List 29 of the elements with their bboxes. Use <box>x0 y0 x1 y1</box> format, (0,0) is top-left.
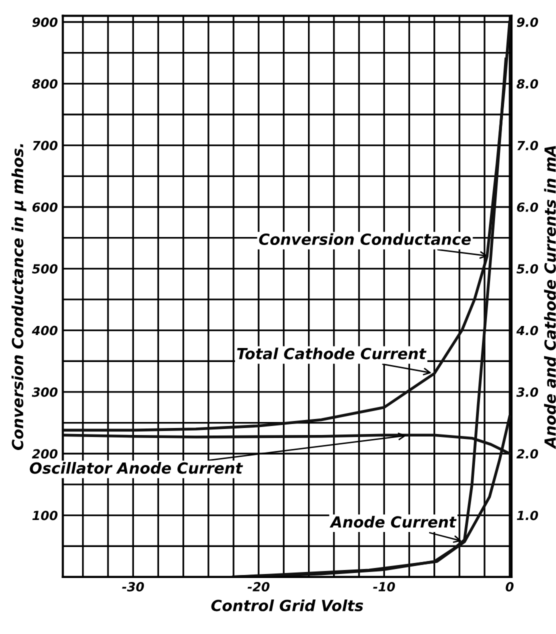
y-axis-title: Conversion Conductance in μ mhos. <box>12 144 26 450</box>
x-axis-title: Control Grid Volts <box>211 599 364 612</box>
y-tick-label: 200 <box>32 449 58 459</box>
y2-axis-title: Anode and Cathode Currents in mA <box>544 146 556 450</box>
x-tick-label: 0 <box>506 582 514 592</box>
x-tick-label: -10 <box>373 582 395 592</box>
y-tick-label: 300 <box>32 387 58 397</box>
series-label: Anode Current <box>330 516 457 528</box>
y-tick-label: 900 <box>32 17 58 27</box>
y2-tick-label: 2.0 <box>516 449 538 459</box>
y-tick-label: 400 <box>32 326 58 336</box>
x-tick-label: -30 <box>122 582 144 592</box>
y2-tick-label: 5.0 <box>516 264 538 274</box>
y2-tick-label: 9.0 <box>516 17 538 27</box>
y2-tick-label: 8.0 <box>516 79 538 89</box>
y2-tick-label: 7.0 <box>517 140 538 150</box>
series-label: Conversion Conductance <box>259 233 471 246</box>
y2-tick-label: 6.0 <box>517 202 538 212</box>
series-label: Oscillator Anode Current <box>30 462 244 474</box>
y-tick-label: 500 <box>32 264 58 274</box>
y2-tick-label: 3.0 <box>516 387 538 397</box>
y2-tick-label: 1.0 <box>516 510 538 520</box>
series-label: Total Cathode Current <box>237 348 426 360</box>
x-tick-label: -20 <box>248 582 270 592</box>
y2-tick-label: 4.0 <box>516 326 538 336</box>
y-tick-label: 800 <box>32 79 58 89</box>
y-tick-label: 600 <box>32 202 58 212</box>
y-tick-label: 700 <box>32 140 58 150</box>
y-tick-label: 100 <box>32 510 58 520</box>
